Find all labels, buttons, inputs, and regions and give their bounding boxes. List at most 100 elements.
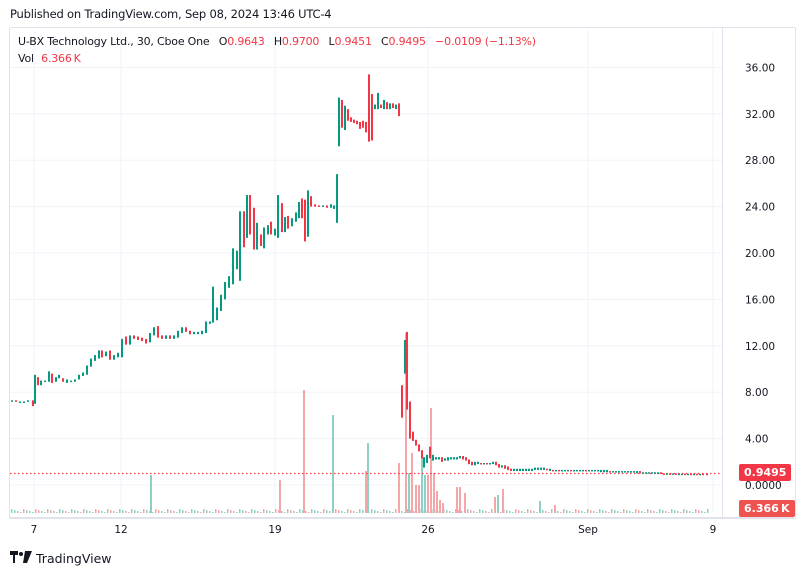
- candle-up: [654, 472, 656, 474]
- candle-down: [706, 473, 708, 476]
- low-value: 0.9451: [334, 35, 372, 48]
- volume-bar: [317, 511, 319, 513]
- footer-brand[interactable]: TradingView: [10, 551, 112, 566]
- ohlc-row: U-BX Technology Ltd., 30, Cboe One O0.96…: [18, 33, 542, 50]
- candle-down: [504, 465, 506, 469]
- candle-up: [492, 461, 494, 465]
- volume-bar: [83, 509, 85, 513]
- close-label: C: [381, 35, 389, 48]
- candle-up: [519, 468, 521, 472]
- candle-down: [249, 195, 251, 235]
- volume-bar: [418, 485, 420, 513]
- volume-bar: [374, 510, 376, 513]
- candle-up: [330, 204, 332, 208]
- candle-up: [432, 454, 434, 461]
- candle-up: [681, 473, 683, 476]
- volume-bar: [476, 512, 478, 513]
- candle-up: [618, 471, 620, 473]
- volume-bar: [623, 509, 625, 513]
- candle-down: [15, 400, 17, 402]
- candle-up: [672, 473, 674, 475]
- time-axis-label: 12: [114, 524, 127, 536]
- candle-down: [415, 439, 417, 446]
- candle-down: [507, 466, 509, 470]
- candle-down: [486, 462, 488, 465]
- candle-up: [630, 471, 632, 473]
- volume-bar: [179, 509, 181, 513]
- candle-down: [137, 336, 139, 340]
- volume-bar: [659, 509, 661, 513]
- volume-bar: [131, 509, 133, 513]
- chart-frame: [9, 27, 796, 519]
- volume-bar: [587, 509, 589, 513]
- candle-up: [588, 469, 590, 472]
- volume-label[interactable]: Vol: [18, 52, 34, 65]
- candle-up: [90, 358, 92, 367]
- volume-bar: [164, 512, 166, 513]
- volume-bar: [536, 512, 538, 513]
- volume-row: Vol 6.366 K: [18, 50, 542, 67]
- candle-down: [468, 459, 470, 465]
- candle-up: [543, 467, 545, 470]
- volume-bar: [92, 512, 94, 513]
- volume-bar: [245, 511, 247, 513]
- candle-up: [295, 212, 297, 222]
- volume-bar: [266, 510, 268, 513]
- candle-down: [318, 205, 320, 207]
- volume-bar: [65, 511, 67, 513]
- volume-bar: [626, 510, 628, 513]
- volume-bar: [398, 463, 400, 513]
- volume-bar: [383, 509, 385, 513]
- candle-up: [267, 225, 269, 235]
- candle-up: [113, 355, 115, 360]
- candle-down: [314, 204, 316, 207]
- volume-bar: [242, 510, 244, 513]
- volume-bar: [632, 512, 634, 513]
- low-label: L: [328, 35, 335, 48]
- volume-bar: [305, 511, 307, 513]
- volume-bar: [212, 512, 214, 513]
- candle-up: [687, 473, 689, 476]
- candle-down: [356, 120, 358, 125]
- candle-down: [398, 103, 400, 117]
- candle-up: [274, 228, 276, 236]
- candle-up: [86, 365, 88, 375]
- volume-bar: [377, 511, 379, 513]
- volume-bar: [467, 509, 469, 513]
- volume-bar: [569, 511, 571, 513]
- candle-down: [359, 121, 361, 129]
- candle-up: [612, 471, 614, 473]
- candle-up: [27, 400, 29, 402]
- candle-down: [675, 473, 677, 475]
- candle-down: [570, 469, 572, 472]
- volume-bar: [167, 509, 169, 513]
- volume-bar: [50, 510, 52, 513]
- tv-logo-svg-icon: [10, 551, 32, 563]
- candle-up: [594, 469, 596, 472]
- candle-down: [510, 468, 512, 472]
- volume-bar: [68, 512, 70, 513]
- candle-up: [531, 468, 533, 472]
- volume-bar: [629, 511, 631, 513]
- symbol-title[interactable]: U-BX Technology Ltd., 30, Cboe One: [18, 35, 210, 48]
- chart-legend: U-BX Technology Ltd., 30, Cboe One O0.96…: [18, 33, 542, 67]
- candle-down: [301, 198, 303, 219]
- candle-down: [341, 99, 343, 128]
- candle-up: [34, 374, 36, 404]
- volume-bar: [35, 509, 37, 513]
- candle-down: [353, 119, 355, 124]
- candle-down: [546, 468, 548, 471]
- volume-bar: [458, 510, 460, 513]
- candle-up: [579, 469, 581, 472]
- volume-bar: [578, 510, 580, 513]
- candle-down: [133, 335, 135, 339]
- volume-bar: [56, 512, 58, 513]
- volume-bar: [95, 509, 97, 513]
- volume-bar: [680, 512, 682, 513]
- volume-bar: [401, 511, 403, 513]
- candle-up: [98, 350, 100, 359]
- volume-bar: [347, 509, 349, 513]
- volume-bar: [326, 510, 328, 513]
- volume-bar: [614, 510, 616, 513]
